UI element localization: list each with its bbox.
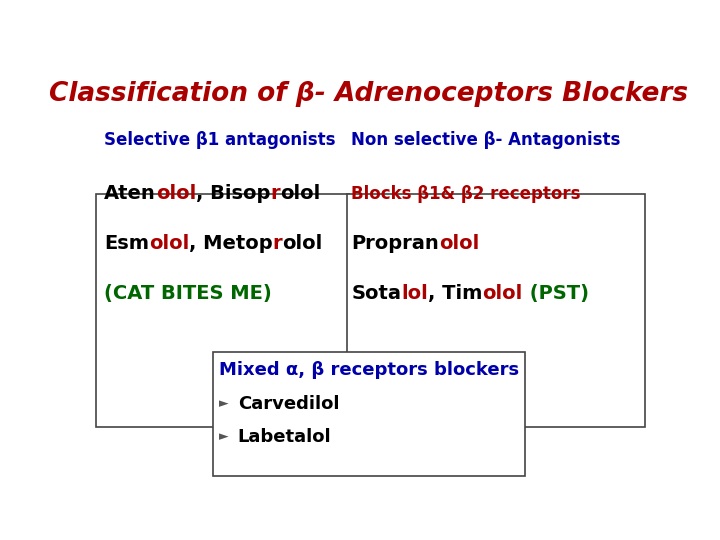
Text: Aten: Aten — [104, 184, 156, 203]
Text: olol: olol — [282, 234, 323, 253]
Text: olol: olol — [439, 234, 479, 253]
Text: Labetalol: Labetalol — [238, 428, 331, 446]
Text: (CAT BITES ME): (CAT BITES ME) — [104, 284, 271, 303]
FancyBboxPatch shape — [96, 194, 349, 427]
Text: Mixed α, β receptors blockers: Mixed α, β receptors blockers — [220, 361, 520, 380]
Text: Non selective β- Antagonists: Non selective β- Antagonists — [351, 131, 621, 149]
Text: olol: olol — [156, 184, 196, 203]
Text: olol: olol — [149, 234, 189, 253]
Text: olol: olol — [482, 284, 523, 303]
Text: ►: ► — [220, 430, 229, 443]
Text: , Metop: , Metop — [189, 234, 273, 253]
Text: r: r — [270, 184, 280, 203]
Text: olol: olol — [280, 184, 320, 203]
Text: Carvedilol: Carvedilol — [238, 395, 339, 413]
Text: , Tim: , Tim — [428, 284, 482, 303]
Text: (PST): (PST) — [523, 284, 588, 303]
Text: Esm: Esm — [104, 234, 149, 253]
Text: r: r — [273, 234, 282, 253]
Text: Propran: Propran — [351, 234, 439, 253]
Text: ►: ► — [220, 397, 229, 410]
Text: , Bisop: , Bisop — [196, 184, 270, 203]
FancyBboxPatch shape — [347, 194, 645, 427]
Text: Selective β1 antagonists: Selective β1 antagonists — [104, 131, 336, 149]
FancyBboxPatch shape — [213, 352, 526, 476]
Text: Blocks β1& β2 receptors: Blocks β1& β2 receptors — [351, 185, 580, 202]
Text: Sota: Sota — [351, 284, 401, 303]
Text: lol: lol — [401, 284, 428, 303]
Text: Classification of β- Adrenoceptors Blockers: Classification of β- Adrenoceptors Block… — [50, 81, 688, 107]
